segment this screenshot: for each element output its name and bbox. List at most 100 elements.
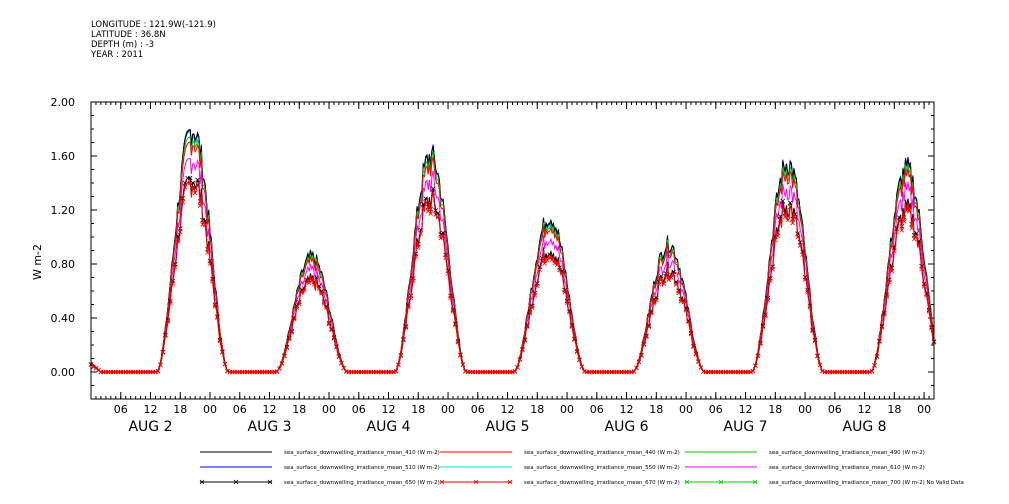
series-marker — [155, 368, 161, 374]
series-marker — [406, 304, 411, 310]
series-marker — [163, 333, 168, 339]
series-marker — [929, 325, 934, 331]
dataset-header: LONGITUDE : 121.9W(-121.9) LATITUDE : 36… — [91, 20, 216, 60]
series-marker — [341, 365, 347, 371]
series-marker — [168, 300, 173, 306]
series-marker — [517, 357, 523, 362]
series-marker — [763, 313, 768, 319]
x-tick-label: 00 — [203, 403, 217, 416]
series-layer — [88, 128, 937, 375]
x-tick-label: 12 — [501, 403, 515, 416]
series-marker — [572, 337, 577, 342]
series-marker — [921, 284, 927, 289]
series-marker — [894, 229, 900, 235]
series-marker — [289, 330, 295, 335]
series-marker — [549, 257, 555, 262]
series-marker — [455, 339, 461, 345]
series-marker — [899, 227, 905, 233]
series-marker — [914, 234, 919, 239]
x-tick-label: 06 — [590, 403, 604, 416]
series-marker — [760, 324, 766, 330]
series-marker — [225, 368, 230, 374]
series-marker — [428, 211, 433, 216]
series-marker — [398, 353, 404, 359]
series-marker — [205, 250, 210, 255]
x-tick-label: 06 — [352, 403, 366, 416]
legend-label: sea_surface_downwelling_irradiance_mean_… — [524, 480, 680, 486]
series-marker — [294, 305, 300, 310]
series-marker — [651, 298, 657, 304]
series-marker — [753, 363, 758, 369]
y-tick-label: 2.00 — [51, 96, 76, 109]
x-tick-label: 06 — [114, 403, 128, 416]
x-day-label: AUG 5 — [486, 419, 530, 435]
series-marker — [790, 220, 795, 226]
series-marker — [515, 365, 520, 370]
series-marker — [420, 205, 426, 211]
x-day-label: AUG 4 — [367, 419, 411, 435]
series-marker — [569, 324, 575, 329]
x-tick-label: 12 — [858, 403, 872, 416]
series-marker — [301, 288, 307, 293]
series-marker — [867, 369, 872, 375]
series-marker — [391, 369, 396, 375]
y-tick-label: 0.40 — [51, 312, 76, 325]
series-marker — [93, 366, 99, 371]
series-marker — [334, 344, 339, 350]
series-marker — [686, 319, 691, 325]
series-marker — [815, 353, 820, 359]
series-marker — [535, 283, 540, 289]
series-marker — [817, 362, 823, 368]
series-marker — [299, 289, 305, 294]
series-marker — [887, 279, 892, 285]
series-marker — [654, 297, 659, 303]
series-marker — [160, 350, 166, 355]
series-marker — [177, 229, 183, 235]
series-marker — [537, 267, 543, 272]
series-marker — [408, 295, 414, 301]
series-marker — [812, 338, 818, 343]
axes-layer: 0.00 0.40 0.80 1.20 1.60 2.00 06 12 18 00 06 12 18 00… — [51, 96, 935, 435]
legend-marker — [473, 479, 479, 485]
series-marker — [574, 349, 580, 355]
series-marker — [780, 198, 786, 204]
legend-label: sea_surface_downwelling_irradiance_mean_… — [284, 480, 440, 486]
series-marker — [792, 215, 798, 221]
series-marker — [644, 334, 649, 340]
legend-label: sea_surface_downwelling_irradiance_mean_… — [769, 480, 964, 486]
legend-marker — [267, 479, 273, 485]
series-marker — [914, 230, 919, 236]
series-marker — [562, 289, 567, 295]
series-marker — [775, 233, 781, 239]
series-marker — [420, 201, 426, 207]
series-marker — [445, 271, 451, 276]
series-marker — [787, 204, 793, 210]
series-marker — [909, 225, 914, 231]
series-marker — [807, 304, 813, 310]
series-marker — [748, 369, 753, 375]
legend-label: sea_surface_downwelling_irradiance_mean_… — [284, 450, 440, 456]
series-marker — [453, 322, 458, 328]
series-marker — [207, 261, 213, 267]
series-line — [90, 136, 935, 373]
legend-label: sea_surface_downwelling_irradiance_mean_… — [524, 450, 680, 456]
depth-text: DEPTH (m) : -3 — [91, 40, 154, 50]
series-marker — [197, 203, 203, 209]
series-marker — [435, 210, 441, 216]
series-marker — [512, 369, 518, 374]
series-marker — [329, 327, 334, 333]
series-marker — [787, 200, 793, 206]
longitude-text: LONGITUDE : 121.9W(-121.9) — [91, 20, 216, 30]
series-markers — [88, 180, 937, 375]
series-marker — [768, 278, 773, 284]
series-marker — [547, 255, 552, 261]
x-tick-label: 12 — [739, 403, 753, 416]
series-marker — [210, 279, 215, 284]
y-tick-label: 0.00 — [51, 366, 76, 379]
series-marker — [287, 336, 292, 342]
series-marker — [671, 271, 676, 277]
series-marker — [220, 350, 225, 355]
series-marker — [673, 282, 679, 287]
series-marker — [782, 214, 788, 220]
series-marker — [924, 293, 929, 299]
